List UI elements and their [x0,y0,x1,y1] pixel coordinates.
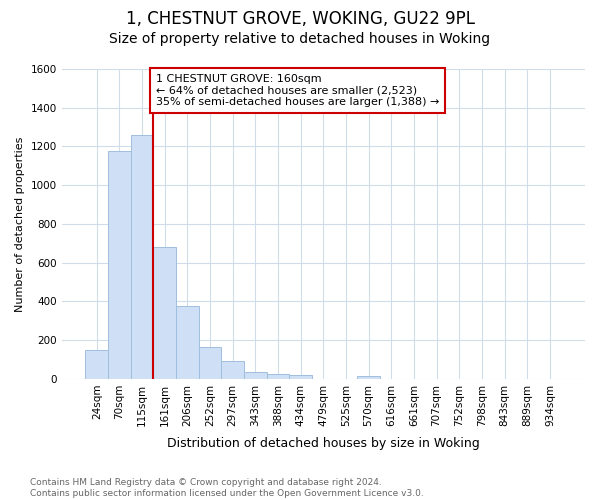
Bar [199,347,221,379]
Bar [266,374,289,379]
X-axis label: Distribution of detached houses by size in Woking: Distribution of detached houses by size … [167,437,480,450]
Text: Contains HM Land Registry data © Crown copyright and database right 2024.
Contai: Contains HM Land Registry data © Crown c… [30,478,424,498]
Bar [244,372,266,379]
Bar [108,152,131,379]
Bar [289,375,312,379]
Text: Size of property relative to detached houses in Woking: Size of property relative to detached ho… [109,32,491,46]
Bar [176,306,199,379]
Y-axis label: Number of detached properties: Number of detached properties [15,136,25,312]
Bar [85,350,108,379]
Bar [221,362,244,379]
Bar [154,247,176,379]
Bar [131,135,154,379]
Bar [358,376,380,379]
Text: 1 CHESTNUT GROVE: 160sqm
← 64% of detached houses are smaller (2,523)
35% of sem: 1 CHESTNUT GROVE: 160sqm ← 64% of detach… [155,74,439,107]
Text: 1, CHESTNUT GROVE, WOKING, GU22 9PL: 1, CHESTNUT GROVE, WOKING, GU22 9PL [125,10,475,28]
